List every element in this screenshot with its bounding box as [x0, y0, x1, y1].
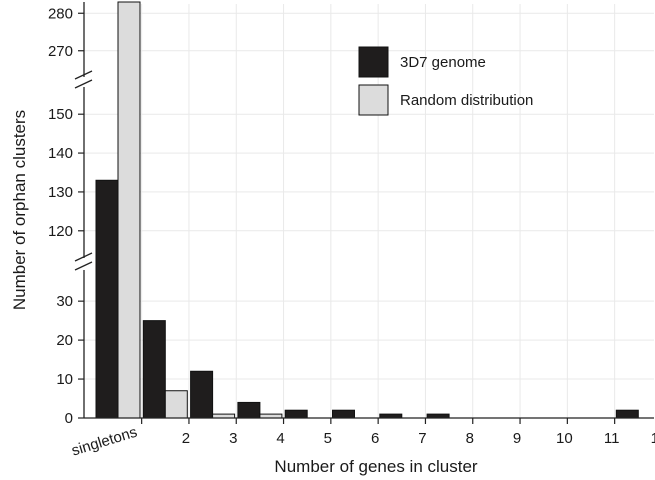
x-axis: singletons 2 3 4 5 6 7 8 9 10 11 12	[70, 417, 655, 460]
y-axis: 0 10 20 30 120 130 140 150 270 280	[48, 2, 93, 427]
x-tick-label: 11	[604, 430, 620, 447]
y-tick-label: 10	[56, 371, 73, 388]
y-tick-label: 150	[48, 106, 73, 123]
x-tick-label: 10	[556, 430, 573, 447]
legend-label-3d7-genome: 3D7 genome	[400, 54, 486, 71]
axis-break-mark	[74, 79, 93, 89]
legend: 3D7 genome Random distribution	[358, 46, 533, 116]
y-tick-label: 130	[48, 184, 73, 201]
x-tick-label: 3	[229, 430, 237, 447]
bar-3d7-genome-6	[332, 409, 355, 419]
y-axis-title: Number of orphan clusters	[10, 110, 29, 310]
x-tick-label: 6	[371, 430, 379, 447]
bar-random-distribution-2	[164, 390, 188, 419]
y-tick-label: 140	[48, 145, 73, 162]
bar-random-distribution-singletons	[117, 1, 141, 419]
legend-label-random-distribution: Random distribution	[400, 92, 533, 109]
x-axis-title: Number of genes in cluster	[274, 457, 477, 476]
y-tick-label: 0	[65, 410, 73, 427]
legend-swatch-random-distribution	[358, 84, 389, 116]
y-tick-label: 280	[48, 5, 73, 22]
x-tick-label: 2	[182, 430, 190, 447]
x-tick-label: 5	[324, 430, 332, 447]
bar-3d7-genome-4	[237, 401, 261, 419]
bar-3d7-genome-2	[142, 320, 166, 419]
y-tick-label: 20	[56, 332, 73, 349]
y-tick-label: 120	[48, 223, 73, 240]
axis-break-mark	[74, 70, 93, 80]
x-tick-label: 9	[513, 430, 521, 447]
axis-break-mark	[74, 252, 93, 262]
x-tick-label: 7	[418, 430, 426, 447]
x-tick-label: 4	[276, 430, 284, 447]
y-tick-label: 30	[56, 293, 73, 310]
bars	[95, 1, 639, 419]
y-tick-label: 270	[48, 43, 73, 60]
axis-break-mark	[74, 261, 93, 271]
x-tick-label: singletons	[70, 424, 140, 460]
x-tick-label: 8	[466, 430, 474, 447]
bar-3d7-genome-3	[190, 370, 214, 419]
bar-3d7-genome-12	[615, 409, 639, 419]
bar-3d7-genome-5	[284, 409, 308, 419]
bar-3d7-genome-singletons	[95, 179, 119, 419]
legend-swatch-3d7-genome	[358, 46, 389, 78]
x-tick-label: 12	[651, 430, 655, 447]
